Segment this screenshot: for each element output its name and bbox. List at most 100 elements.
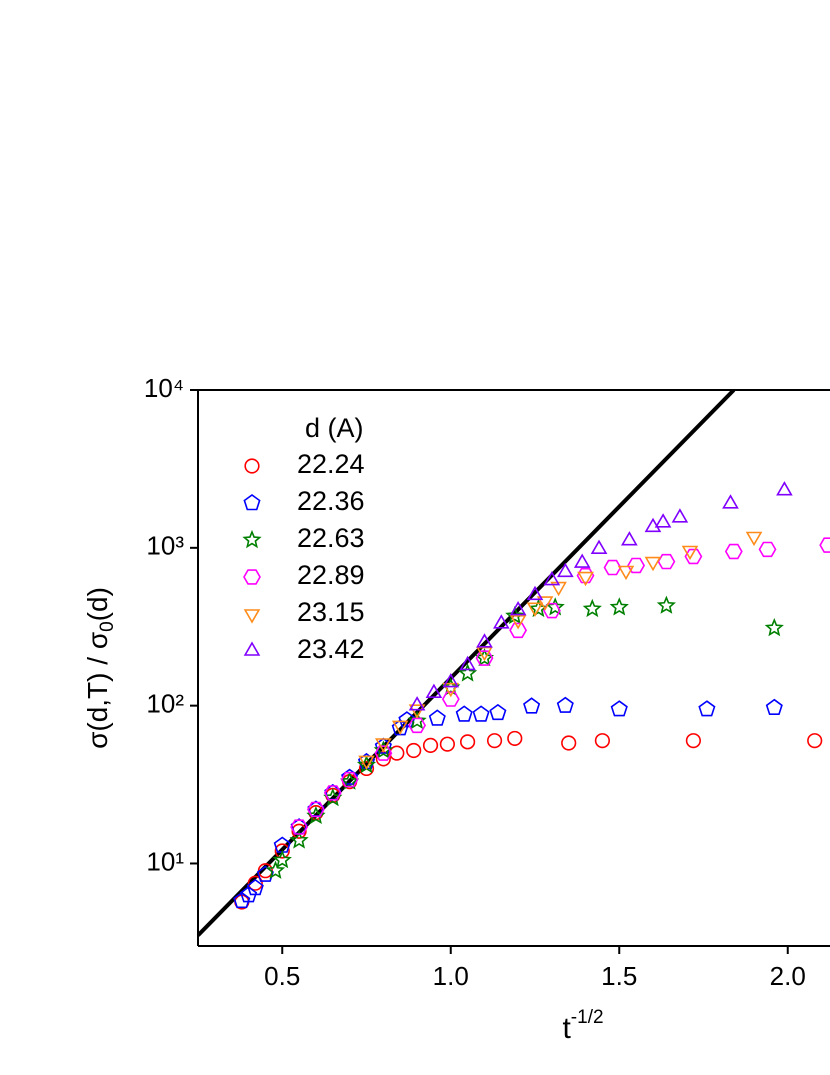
x-tick-label: 0.5: [264, 961, 300, 991]
data-point: [306, 801, 325, 818]
data-point: [289, 830, 309, 849]
data-point: [526, 585, 544, 601]
data-point: [764, 617, 784, 637]
x-label-base: t: [562, 1012, 571, 1045]
data-point: [233, 891, 251, 909]
data-point: [391, 720, 409, 736]
data-point: [654, 513, 672, 528]
data-point: [374, 737, 392, 754]
data-point: [582, 598, 602, 618]
data-point: [408, 717, 427, 734]
data-point: [722, 494, 739, 509]
x-tick-label: 1.0: [433, 961, 469, 991]
data-point: [460, 734, 476, 750]
data-point: [247, 875, 263, 891]
data-point: [671, 508, 689, 523]
data-point: [455, 705, 473, 722]
y-label-post: (d): [82, 587, 113, 621]
data-point: [507, 730, 523, 747]
data-point: [407, 710, 427, 730]
data-point: [609, 597, 629, 616]
legend-marker: [243, 609, 261, 624]
data-point: [617, 565, 635, 581]
data-point: [398, 711, 416, 728]
data-point: [627, 557, 646, 574]
data-point: [358, 760, 375, 777]
data-point: [340, 771, 360, 790]
data-point: [265, 860, 286, 879]
data-point: [389, 745, 405, 761]
data-point: [556, 696, 574, 713]
data-point: [406, 742, 422, 759]
data-point: [577, 571, 594, 587]
data-point: [458, 663, 478, 682]
legend-label: 22.89: [297, 560, 365, 590]
data-point: [408, 696, 426, 711]
data-point: [656, 595, 676, 614]
plot-area: [198, 390, 830, 937]
data-point: [545, 597, 565, 616]
legend-label: 22.63: [297, 523, 365, 553]
data-point: [698, 700, 716, 717]
legend-label: 22.24: [297, 449, 365, 479]
legend-label: 22.36: [297, 486, 365, 516]
y-tick-label: 10¹: [146, 846, 184, 876]
data-point: [291, 823, 307, 839]
legend-label: 23.42: [297, 634, 365, 664]
data-point: [341, 768, 359, 785]
legend-marker: [244, 458, 260, 474]
data-point: [442, 682, 460, 698]
data-point: [685, 733, 701, 749]
x-tick-label: 2.0: [770, 961, 806, 991]
data-point: [603, 559, 622, 576]
data-point: [428, 709, 446, 726]
data-point: [523, 697, 541, 714]
data-point: [542, 602, 561, 619]
data-point: [681, 545, 699, 561]
legend-marker: [243, 494, 261, 511]
data-point: [441, 691, 460, 707]
data-point: [274, 843, 290, 859]
data-point: [557, 562, 574, 578]
data-point: [657, 553, 676, 570]
data-point: [543, 571, 561, 586]
data-point: [486, 733, 503, 749]
y-label-pre: σ(d,T) / σ: [82, 632, 113, 749]
data-point: [489, 703, 507, 721]
y-tick-label: 10²: [146, 689, 184, 719]
data-point: [472, 705, 490, 722]
y-tick-label: 10⁴: [144, 373, 184, 403]
data-point: [509, 622, 528, 639]
data-point: [375, 738, 392, 753]
data-point: [561, 735, 577, 751]
y-tick-label: 10³: [146, 531, 184, 561]
data-point: [807, 733, 823, 749]
fit-line: [198, 390, 736, 937]
data-point: [290, 819, 309, 835]
x-axis-label: t-1/2: [562, 1007, 603, 1045]
data-point: [509, 601, 527, 616]
data-point: [576, 567, 595, 584]
data-point: [422, 737, 439, 753]
data-point: [550, 581, 567, 597]
data-point: [776, 481, 793, 496]
legend-marker: [243, 569, 261, 585]
data-point: [358, 755, 375, 771]
data-point: [239, 886, 258, 903]
data-point: [745, 531, 763, 547]
data-point: [408, 704, 426, 719]
x-label-sup: -1/2: [571, 1007, 604, 1028]
data-point: [476, 633, 493, 648]
data-point: [509, 614, 527, 630]
data-point: [758, 541, 777, 558]
data-point: [536, 596, 554, 611]
data-point: [765, 698, 783, 716]
y-axis-label: σ(d,T) / σ0(d): [82, 587, 118, 749]
y-label-sub: 0: [97, 621, 118, 632]
data-point: [493, 614, 510, 629]
data-point: [272, 850, 292, 869]
data-point: [505, 605, 525, 625]
x-tick-label: 1.5: [601, 961, 637, 991]
data-point: [323, 785, 342, 801]
